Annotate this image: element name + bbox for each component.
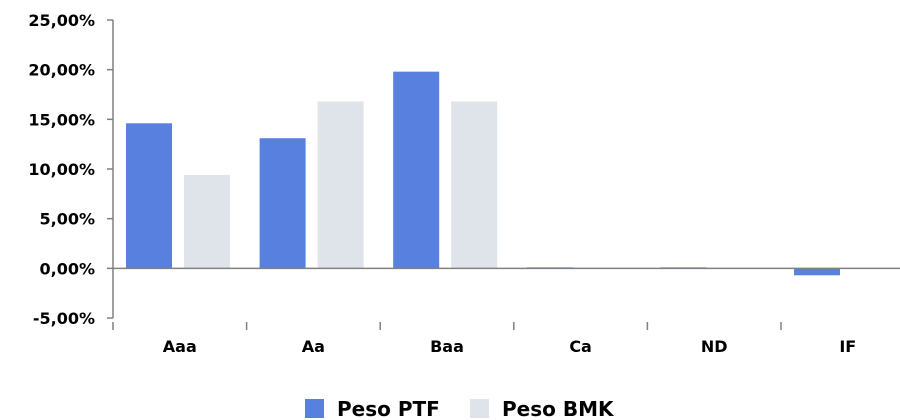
x-category-label: Aa bbox=[302, 337, 325, 356]
x-category-label: Ca bbox=[569, 337, 592, 356]
bar-peso-bmk-baa[interactable] bbox=[451, 101, 498, 269]
bar-peso-ptf-if[interactable] bbox=[794, 268, 840, 276]
y-axis: 25,00% 20,00% 15,00% 10,00% 5,00% 0,00% -5,00% bbox=[28, 11, 114, 328]
y-tick-label: 10,00% bbox=[28, 160, 95, 179]
legend-swatch-peso-bmk bbox=[470, 399, 489, 418]
x-category-label: ND bbox=[701, 337, 728, 356]
x-category-label: IF bbox=[839, 337, 856, 356]
x-axis: Aaa Aa Baa Ca ND IF bbox=[112, 267, 900, 356]
y-tick-label: 20,00% bbox=[28, 61, 95, 80]
y-tick-label: 25,00% bbox=[28, 11, 95, 30]
legend-label-peso-bmk: Peso BMK bbox=[502, 397, 615, 420]
y-tick-label: 15,00% bbox=[28, 110, 95, 129]
bar-peso-ptf-aa[interactable] bbox=[259, 138, 306, 269]
y-tick-label: -5,00% bbox=[33, 309, 95, 328]
x-category-label: Baa bbox=[430, 337, 464, 356]
bar-peso-ptf-baa[interactable] bbox=[393, 71, 440, 269]
x-category-label: Aaa bbox=[163, 337, 197, 356]
bar-peso-ptf-aaa[interactable] bbox=[126, 123, 172, 269]
bar-peso-bmk-aa[interactable] bbox=[317, 101, 364, 269]
legend-swatch-peso-ptf bbox=[305, 399, 324, 418]
bar-peso-bmk-aaa[interactable] bbox=[184, 174, 230, 269]
legend: Peso PTF Peso BMK bbox=[305, 397, 615, 420]
y-tick-label: 0,00% bbox=[39, 259, 95, 278]
bars bbox=[126, 71, 840, 276]
legend-label-peso-ptf: Peso PTF bbox=[337, 397, 440, 420]
y-tick-label: 5,00% bbox=[39, 210, 95, 229]
